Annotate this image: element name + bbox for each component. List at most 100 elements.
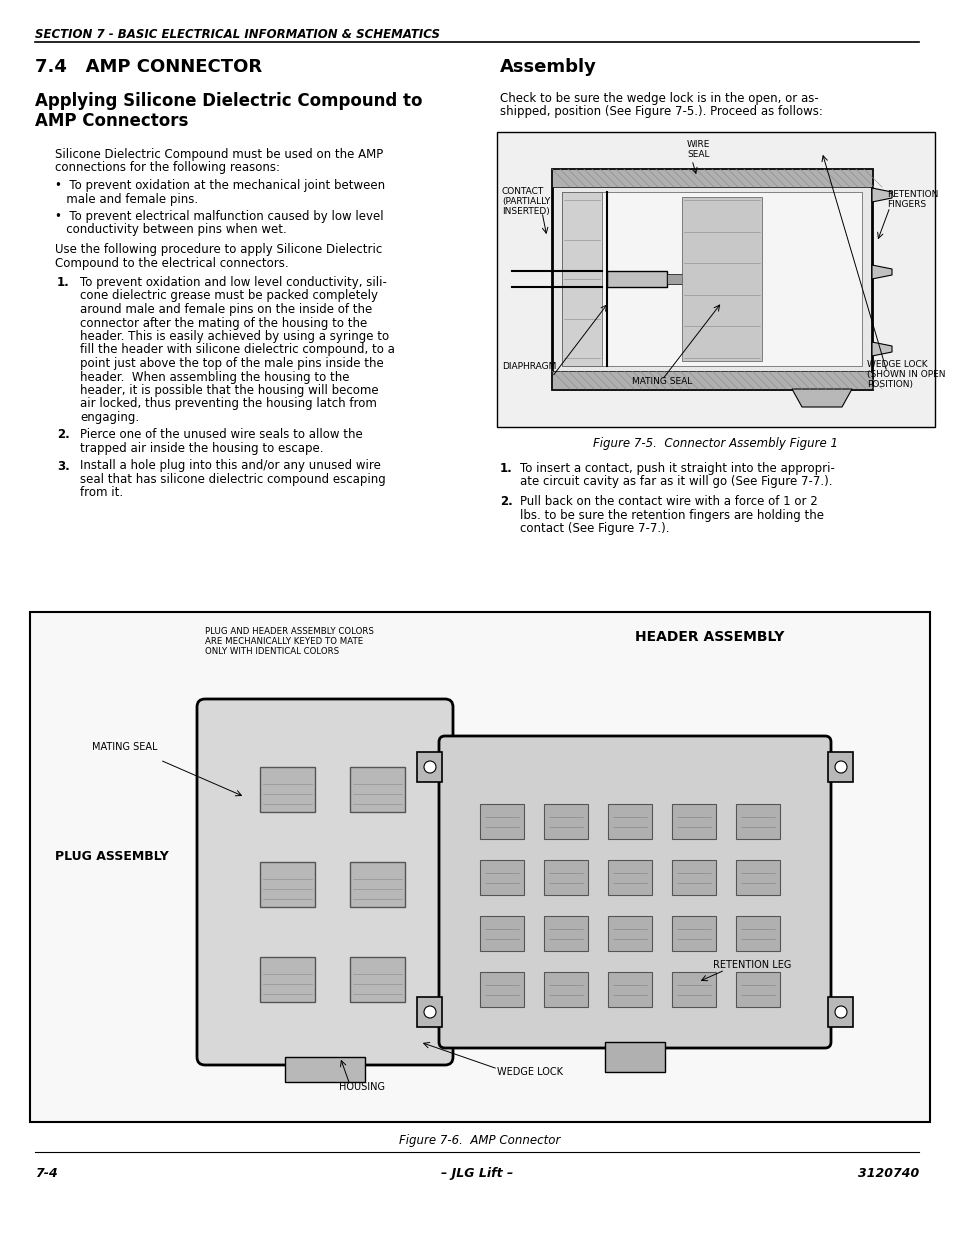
- Text: Assembly: Assembly: [499, 58, 597, 77]
- Text: SEAL: SEAL: [686, 149, 709, 159]
- Bar: [735, 916, 780, 951]
- Text: SECTION 7 - BASIC ELECTRICAL INFORMATION & SCHEMATICS: SECTION 7 - BASIC ELECTRICAL INFORMATION…: [35, 28, 439, 41]
- Text: air locked, thus preventing the housing latch from: air locked, thus preventing the housing …: [80, 398, 376, 410]
- Text: trapped air inside the housing to escape.: trapped air inside the housing to escape…: [80, 442, 323, 454]
- Text: header.  When assembling the housing to the: header. When assembling the housing to t…: [80, 370, 349, 384]
- Text: Check to be sure the wedge lock is in the open, or as-: Check to be sure the wedge lock is in th…: [499, 91, 818, 105]
- Text: WIRE: WIRE: [686, 140, 710, 149]
- Bar: [552, 169, 871, 389]
- Circle shape: [834, 761, 846, 773]
- Text: (SHOWN IN OPEN: (SHOWN IN OPEN: [866, 370, 944, 379]
- Text: header, it is possible that the housing will become: header, it is possible that the housing …: [80, 384, 378, 396]
- Text: engaging.: engaging.: [80, 411, 139, 424]
- Text: connector after the mating of the housing to the: connector after the mating of the housin…: [80, 316, 367, 330]
- Text: INSERTED): INSERTED): [501, 207, 549, 216]
- Bar: [479, 860, 523, 895]
- Text: 7-4: 7-4: [35, 1167, 58, 1179]
- Text: HEADER ASSEMBLY: HEADER ASSEMBLY: [635, 630, 784, 643]
- Bar: [607, 972, 651, 1007]
- Text: •  To prevent electrical malfunction caused by low level: • To prevent electrical malfunction caus…: [55, 210, 383, 224]
- Bar: [735, 804, 780, 839]
- Text: Pull back on the contact wire with a force of 1 or 2: Pull back on the contact wire with a for…: [519, 495, 817, 508]
- Text: HOUSING: HOUSING: [338, 1082, 385, 1092]
- Text: 2.: 2.: [499, 495, 512, 508]
- Text: – JLG Lift –: – JLG Lift –: [440, 1167, 513, 1179]
- Bar: [543, 804, 587, 839]
- Text: DIAPHRAGM: DIAPHRAGM: [501, 362, 556, 370]
- Bar: [350, 957, 405, 1002]
- Text: Use the following procedure to apply Silicone Dielectric: Use the following procedure to apply Sil…: [55, 243, 382, 256]
- Text: RETENTION: RETENTION: [886, 190, 938, 199]
- Text: Silicone Dielectric Compound must be used on the AMP: Silicone Dielectric Compound must be use…: [55, 148, 383, 161]
- Text: lbs. to be sure the retention fingers are holding the: lbs. to be sure the retention fingers ar…: [519, 509, 823, 521]
- Text: fill the header with silicone dielectric compound, to a: fill the header with silicone dielectric…: [80, 343, 395, 357]
- Bar: [561, 191, 862, 366]
- Bar: [607, 860, 651, 895]
- Text: PLUG ASSEMBLY: PLUG ASSEMBLY: [55, 850, 169, 863]
- Bar: [260, 767, 314, 811]
- Polygon shape: [871, 266, 891, 279]
- Bar: [827, 997, 852, 1028]
- Bar: [607, 804, 651, 839]
- Text: 2.: 2.: [57, 429, 70, 441]
- Polygon shape: [791, 389, 851, 408]
- Text: PLUG AND HEADER ASSEMBLY COLORS: PLUG AND HEADER ASSEMBLY COLORS: [205, 627, 374, 636]
- Bar: [479, 804, 523, 839]
- Circle shape: [834, 1007, 846, 1018]
- Bar: [735, 860, 780, 895]
- Text: Figure 7-6.  AMP Connector: Figure 7-6. AMP Connector: [399, 1134, 560, 1147]
- Text: AMP Connectors: AMP Connectors: [35, 112, 188, 130]
- Text: ARE MECHANICALLY KEYED TO MATE: ARE MECHANICALLY KEYED TO MATE: [205, 637, 363, 646]
- Text: around male and female pins on the inside of the: around male and female pins on the insid…: [80, 303, 372, 316]
- Bar: [607, 916, 651, 951]
- Text: Applying Silicone Dielectric Compound to: Applying Silicone Dielectric Compound to: [35, 91, 422, 110]
- Bar: [30, 613, 929, 1123]
- Bar: [479, 916, 523, 951]
- Text: To prevent oxidation and low level conductivity, sili-: To prevent oxidation and low level condu…: [80, 275, 387, 289]
- Text: MATING SEAL: MATING SEAL: [631, 377, 691, 387]
- Bar: [543, 972, 587, 1007]
- Circle shape: [423, 761, 436, 773]
- Bar: [416, 997, 441, 1028]
- Text: 7.4   AMP CONNECTOR: 7.4 AMP CONNECTOR: [35, 58, 262, 77]
- Bar: [671, 804, 716, 839]
- Bar: [606, 270, 666, 287]
- Text: ONLY WITH IDENTICAL COLORS: ONLY WITH IDENTICAL COLORS: [205, 647, 338, 656]
- Text: (PARTIALLY: (PARTIALLY: [501, 198, 550, 206]
- Bar: [671, 972, 716, 1007]
- Bar: [561, 191, 601, 366]
- Text: header. This is easily achieved by using a syringe to: header. This is easily achieved by using…: [80, 330, 389, 343]
- Text: 3.: 3.: [57, 459, 70, 473]
- Bar: [827, 752, 852, 782]
- Polygon shape: [871, 342, 891, 356]
- Bar: [479, 972, 523, 1007]
- Text: Compound to the electrical connectors.: Compound to the electrical connectors.: [55, 257, 289, 269]
- Bar: [671, 860, 716, 895]
- Text: CONTACT: CONTACT: [501, 186, 543, 196]
- FancyBboxPatch shape: [438, 736, 830, 1049]
- Bar: [350, 862, 405, 906]
- Text: POSITION): POSITION): [866, 380, 912, 389]
- Polygon shape: [871, 188, 891, 203]
- Bar: [681, 198, 761, 361]
- Text: seal that has silicone dielectric compound escaping: seal that has silicone dielectric compou…: [80, 473, 385, 487]
- Text: connections for the following reasons:: connections for the following reasons:: [55, 162, 280, 174]
- Text: WEDGE LOCK: WEDGE LOCK: [497, 1067, 562, 1077]
- Text: from it.: from it.: [80, 487, 123, 499]
- Text: male and female pins.: male and female pins.: [55, 193, 198, 205]
- Text: shipped, position (See Figure 7-5.). Proceed as follows:: shipped, position (See Figure 7-5.). Pro…: [499, 105, 822, 119]
- Text: contact (See Figure 7-7.).: contact (See Figure 7-7.).: [519, 522, 669, 535]
- Text: conductivity between pins when wet.: conductivity between pins when wet.: [55, 224, 287, 236]
- FancyBboxPatch shape: [196, 699, 453, 1065]
- Text: WEDGE LOCK: WEDGE LOCK: [866, 359, 926, 369]
- Bar: [735, 972, 780, 1007]
- Bar: [552, 169, 871, 186]
- Text: RETENTION LEG: RETENTION LEG: [712, 960, 790, 969]
- Bar: [285, 1057, 365, 1082]
- Bar: [260, 957, 314, 1002]
- Bar: [497, 132, 934, 427]
- Bar: [416, 752, 441, 782]
- Text: Install a hole plug into this and/or any unused wire: Install a hole plug into this and/or any…: [80, 459, 380, 473]
- Text: MATING SEAL: MATING SEAL: [92, 742, 157, 752]
- Text: 1.: 1.: [57, 275, 70, 289]
